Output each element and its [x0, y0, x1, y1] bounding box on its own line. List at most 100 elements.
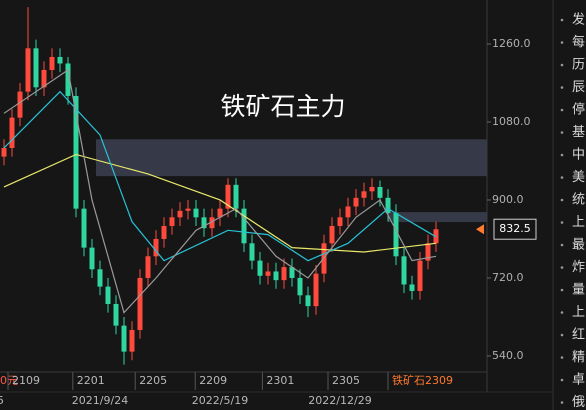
x-tick-label: 2209 — [199, 374, 227, 387]
zones — [96, 139, 487, 223]
x-tick-label: 铁矿石2309 — [392, 374, 453, 387]
candle-body — [393, 212, 399, 257]
candle-body — [137, 277, 143, 330]
candle-body — [9, 117, 15, 148]
candle-body — [273, 271, 279, 281]
candle-body — [401, 256, 407, 285]
candle-body — [369, 186, 375, 192]
candle-body — [289, 267, 295, 278]
price-tag-box — [493, 218, 537, 240]
news-bullet — [560, 108, 564, 112]
news-bullet — [560, 176, 564, 179]
candle-body — [25, 48, 31, 92]
news-item: 精 — [572, 350, 585, 365]
candle-body — [425, 243, 431, 261]
price-zone — [388, 212, 487, 223]
candle-body — [65, 63, 71, 96]
candle-body — [81, 208, 87, 248]
candle-body — [57, 56, 63, 64]
news-bullet — [560, 18, 564, 22]
candle-body — [409, 284, 415, 291]
candle-body — [257, 260, 263, 276]
candle-body — [361, 191, 367, 198]
price-zone — [96, 139, 487, 177]
candle-body — [353, 197, 359, 207]
candle-body — [281, 267, 287, 281]
candle-body — [233, 184, 239, 209]
candle-body — [177, 210, 183, 218]
news-bullet — [560, 378, 564, 382]
candle-body — [185, 208, 191, 211]
news-item: 中 — [572, 148, 585, 163]
candle-body — [49, 56, 55, 70]
candle-body — [153, 238, 159, 257]
candle-body — [129, 329, 135, 352]
news-item: 基 — [572, 125, 585, 140]
y-tick-label: 720.0 — [492, 271, 524, 284]
candle-body — [305, 295, 311, 307]
x-tick-label: 2205 — [139, 374, 167, 387]
candle-body — [265, 271, 271, 276]
y-tick-label: 900.0 — [492, 193, 524, 206]
news-item: 统 — [572, 193, 585, 208]
news-item: 每 — [572, 34, 585, 50]
candle-body — [241, 208, 247, 244]
candle-body — [329, 225, 335, 244]
candle-body — [201, 217, 207, 229]
price-tag: 832.5 — [499, 222, 531, 235]
x-tick-label: 2201 — [77, 374, 105, 387]
news-bullet — [560, 153, 564, 157]
candle-body — [17, 91, 23, 118]
candle-body — [113, 303, 119, 326]
candle-body — [297, 277, 303, 296]
news-bullet — [560, 311, 564, 314]
candle-body — [161, 225, 167, 239]
candle-body — [217, 208, 223, 218]
candle-body — [209, 217, 215, 229]
ma-line — [3, 153, 437, 253]
news-bullet — [560, 221, 564, 224]
news-item: 量 — [572, 283, 585, 298]
news-bullet — [560, 243, 564, 247]
news-item: 上 — [572, 215, 585, 230]
ma-line — [3, 90, 437, 262]
candle-body — [385, 197, 391, 213]
news-bullet — [560, 401, 564, 404]
news-item: 最 — [572, 238, 585, 253]
news-item: 辰 — [572, 80, 585, 95]
x-tick-label: 2305 — [332, 374, 360, 387]
x-tick-label: 2301 — [266, 374, 294, 387]
candle-body — [225, 184, 231, 209]
news-item: 炸 — [572, 260, 585, 275]
candle-body — [41, 69, 47, 88]
candle-body — [345, 206, 351, 218]
y-tick-label: 1080.0 — [492, 115, 531, 128]
news-item: 美 — [572, 170, 585, 185]
news-item: 卓 — [572, 373, 585, 388]
y-tick-label: 540.0 — [492, 349, 524, 362]
plot — [1, 7, 439, 365]
candle-body — [89, 247, 95, 270]
news-item: 历 — [572, 58, 585, 73]
candle-body — [121, 325, 127, 352]
news-item: 发 — [572, 12, 585, 28]
news-bullet — [560, 198, 564, 202]
candle-body — [73, 95, 79, 209]
news-bullet — [560, 266, 564, 269]
news-item: 停 — [572, 102, 585, 118]
news-bullet — [560, 41, 564, 44]
candle-body — [33, 48, 39, 88]
news-item: 红 — [572, 327, 585, 343]
candle-body — [1, 147, 7, 157]
news-bullet — [560, 63, 564, 67]
candle-body — [337, 217, 343, 226]
price-pointer — [476, 224, 484, 235]
candle-body — [377, 186, 383, 198]
x-tick-label: 2109 — [12, 374, 40, 387]
x-cut-label: 0元 — [0, 374, 18, 387]
